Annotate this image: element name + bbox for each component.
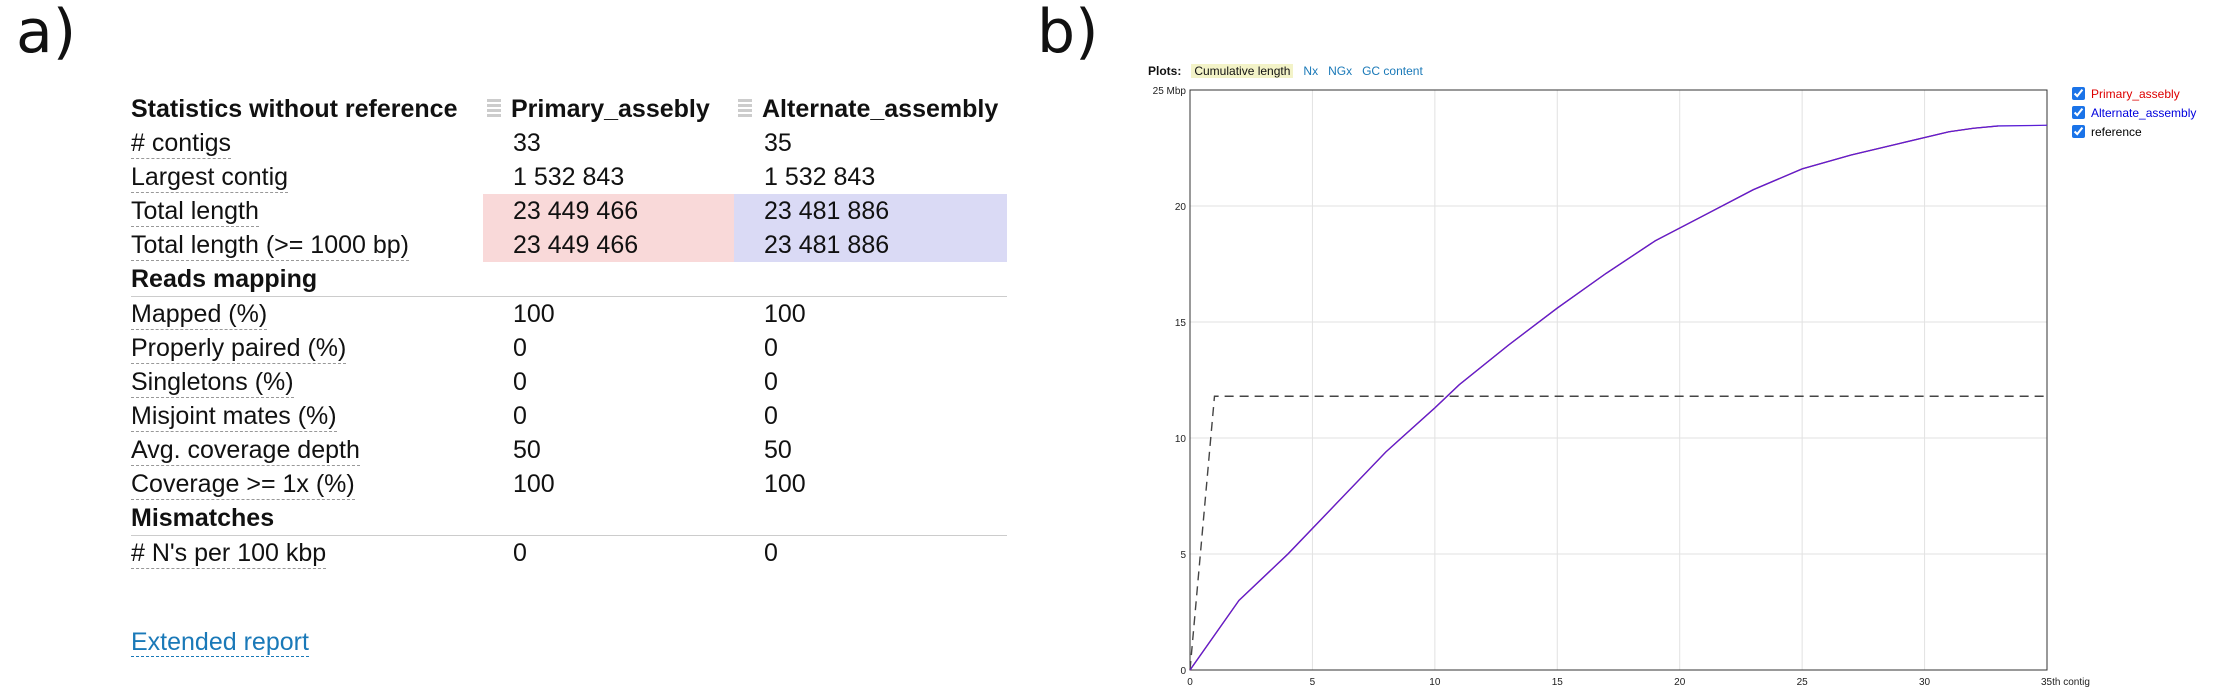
tab-cumulative-length[interactable]: Cumulative length	[1191, 64, 1294, 78]
table-row: Singletons (%) 0 0	[131, 365, 1007, 399]
metric-label: Misjoint mates (%)	[131, 401, 337, 432]
metric-label: Coverage >= 1x (%)	[131, 469, 355, 500]
metric-label: # contigs	[131, 128, 232, 159]
legend-label: reference	[2091, 124, 2142, 139]
value-primary: 0	[513, 538, 527, 567]
metric-label: Singletons (%)	[131, 367, 294, 398]
panel-label-b: b)	[1037, 0, 1099, 67]
section-title: Reads mapping	[131, 262, 1007, 297]
panel-label-a: a)	[16, 0, 77, 67]
table-row: # N's per 100 kbp 0 0	[131, 536, 1007, 571]
table-row: Coverage >= 1x (%) 100 100	[131, 467, 1007, 501]
tab-gc-content[interactable]: GC content	[1362, 64, 1423, 78]
section-header: Mismatches	[131, 501, 1007, 536]
value-primary: 100	[513, 299, 555, 328]
y-tick-label: 25 Mbp	[1153, 86, 1187, 97]
value-primary: 23 449 466	[483, 194, 734, 228]
legend-label: Primary_assebly	[2091, 86, 2180, 101]
legend-checkbox-primary[interactable]	[2072, 87, 2085, 100]
chart-legend: Primary_assebly Alternate_assembly refer…	[2072, 84, 2196, 141]
metric-label: Total length (>= 1000 bp)	[131, 230, 409, 261]
drag-handle-icon[interactable]	[738, 98, 752, 119]
value-primary: 23 449 466	[483, 228, 734, 262]
value-alternate: 0	[764, 401, 778, 430]
plots-label: Plots:	[1148, 64, 1182, 78]
y-tick-label: 20	[1175, 202, 1187, 213]
value-alternate: 0	[764, 367, 778, 396]
legend-label: Alternate_assembly	[2091, 105, 2197, 120]
x-tick-label: 0	[1187, 677, 1193, 688]
value-primary: 100	[513, 469, 555, 498]
table-row: # contigs 33 35	[131, 126, 1007, 160]
series-line-reference	[1189, 395, 2047, 671]
statistics-table: Statistics without reference Primary_ass…	[131, 92, 1007, 570]
table-row: Misjoint mates (%) 0 0	[131, 399, 1007, 433]
value-alternate: 0	[764, 538, 778, 567]
metric-label: Properly paired (%)	[131, 333, 347, 364]
extended-report-link[interactable]: Extended report	[131, 628, 309, 657]
metric-label: Avg. coverage depth	[131, 435, 360, 466]
value-primary: 33	[513, 128, 541, 157]
x-tick-label: 10	[1429, 677, 1441, 688]
drag-handle-icon[interactable]	[487, 98, 501, 119]
y-tick-label: 15	[1175, 318, 1187, 329]
legend-checkbox-alternate[interactable]	[2072, 106, 2085, 119]
value-alternate: 100	[764, 469, 806, 498]
column-header-alternate[interactable]: Alternate_assembly	[734, 92, 1007, 126]
x-tick-label: 5	[1310, 677, 1316, 688]
table-row: Mapped (%) 100 100	[131, 297, 1007, 332]
legend-item-alternate: Alternate_assembly	[2072, 103, 2196, 122]
value-alternate: 100	[764, 299, 806, 328]
table-row: Total length 23 449 466 23 481 886	[131, 194, 1007, 228]
section-title: Mismatches	[131, 501, 1007, 536]
x-tick-label: 20	[1674, 677, 1686, 688]
value-alternate: 50	[764, 435, 792, 464]
value-primary: 0	[513, 367, 527, 396]
section-header: Reads mapping	[131, 262, 1007, 297]
value-primary: 50	[513, 435, 541, 464]
column-header-primary[interactable]: Primary_assebly	[483, 92, 734, 126]
value-alternate: 1 532 843	[764, 162, 876, 191]
metric-label: Mapped (%)	[131, 299, 268, 330]
x-tick-label: 15	[1552, 677, 1564, 688]
cumulative-length-chart: 0 5 10 15 20 25 30 35th contig 0 5 10 15 20 25 Mbp	[1153, 86, 2090, 688]
table-header-title: Statistics without reference	[131, 94, 458, 123]
table-row: Total length (>= 1000 bp) 23 449 466 23 …	[131, 228, 1007, 262]
metric-label: Largest contig	[131, 162, 289, 193]
x-tick-label: 25	[1797, 677, 1809, 688]
x-tick-label: 35th contig	[2041, 677, 2090, 688]
column-header-label: Alternate_assembly	[762, 94, 999, 123]
value-primary: 0	[513, 401, 527, 430]
value-alternate: 35	[764, 128, 792, 157]
y-tick-label: 0	[1180, 666, 1186, 677]
plots-tab-bar: Plots: Cumulative length Nx NGx GC conte…	[1148, 64, 1433, 78]
plot-frame	[1189, 89, 2048, 671]
metric-label: # N's per 100 kbp	[131, 538, 327, 569]
table-row: Properly paired (%) 0 0	[131, 331, 1007, 365]
table-row: Avg. coverage depth 50 50	[131, 433, 1007, 467]
series-line-primary-assebly	[1189, 125, 1999, 671]
legend-item-reference: reference	[2072, 122, 2196, 141]
legend-checkbox-reference[interactable]	[2072, 125, 2085, 138]
legend-item-primary: Primary_assebly	[2072, 84, 2196, 103]
tab-nx[interactable]: Nx	[1303, 64, 1319, 78]
value-alternate: 0	[764, 333, 778, 362]
y-tick-label: 5	[1180, 550, 1186, 561]
table-row: Largest contig 1 532 843 1 532 843	[131, 160, 1007, 194]
value-primary: 0	[513, 333, 527, 362]
value-alternate: 23 481 886	[734, 228, 1007, 262]
value-primary: 1 532 843	[513, 162, 625, 191]
column-header-label: Primary_assebly	[511, 94, 710, 123]
series-line-alternate-assembly	[1189, 124, 2048, 671]
x-tick-label: 30	[1919, 677, 1931, 688]
metric-label: Total length	[131, 196, 259, 227]
tab-ngx[interactable]: NGx	[1328, 64, 1353, 78]
y-tick-label: 10	[1175, 434, 1187, 445]
value-alternate: 23 481 886	[734, 194, 1007, 228]
